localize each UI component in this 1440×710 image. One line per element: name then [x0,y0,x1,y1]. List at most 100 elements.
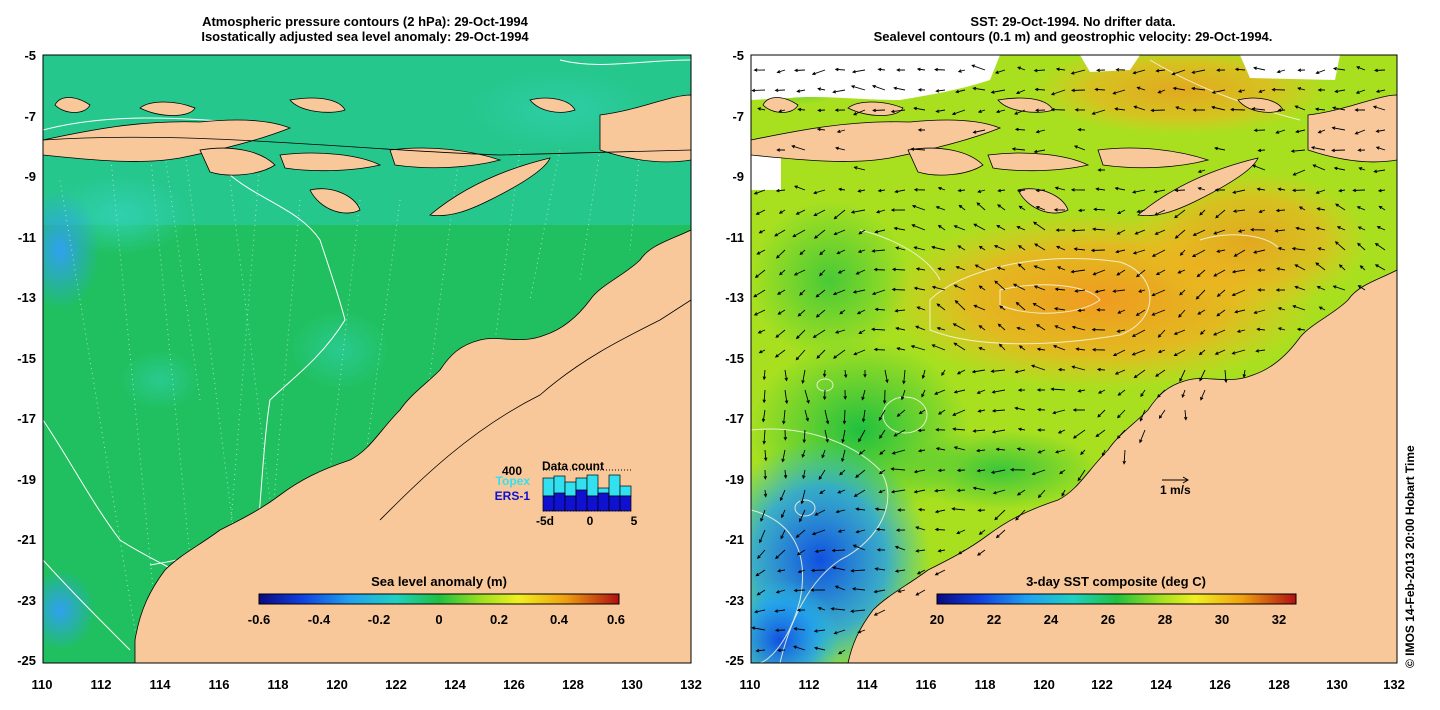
velocity-arrow [894,309,906,313]
velocity-arrow [1253,128,1266,133]
velocity-arrow [1332,106,1346,111]
velocity-arrows [751,64,1386,655]
velocity-arrow [755,209,766,215]
velocity-arrow [1015,509,1026,521]
velocity-arrow [757,549,766,559]
velocity-arrow [1296,327,1306,332]
left-land [43,94,691,663]
velocity-arrow [1197,309,1206,315]
velocity-arrow [793,588,806,593]
velocity-arrow [1234,309,1246,314]
velocity-arrow [1150,108,1166,113]
velocity-arrow [1078,208,1086,213]
velocity-arrow [1151,249,1166,257]
velocity-arrow [913,489,926,494]
velocity-arrow [937,224,946,231]
velocity-arrow [834,585,846,591]
right-x-tick: 116 [916,677,937,692]
sla-colorbar-tick: 0.6 [607,612,625,627]
velocity-arrow [972,486,986,491]
velocity-arrow [871,84,886,91]
velocity-arrow [1036,388,1046,392]
velocity-arrow [870,327,886,332]
velocity-arrow [978,529,986,535]
velocity-arrow [994,509,1006,521]
velocity-arrow [1375,89,1386,93]
velocity-arrow [810,568,826,573]
velocity-arrow [915,526,926,531]
velocity-arrow [758,349,766,354]
velocity-arrow [841,429,846,444]
velocity-arrow [775,628,786,633]
velocity-arrow [1071,325,1086,331]
sst-colorbar-tick: 20 [930,612,944,627]
velocity-arrow [1291,246,1306,251]
velocity-arrow [876,548,886,552]
velocity-arrow [958,549,966,555]
velocity-arrow [824,429,829,443]
velocity-arrow [850,209,866,214]
velocity-arrow [855,269,866,275]
velocity-arrow [951,507,966,511]
velocity-arrow [1316,207,1326,211]
velocity-arrow [775,549,786,560]
velocity-arrow [977,508,986,513]
velocity-arrow [990,369,1006,373]
velocity-arrow [1297,68,1306,72]
velocity-arrow [783,429,788,441]
velocity-arrow [1216,249,1226,253]
left-y-tick: -9 [24,169,36,184]
velocity-arrow [833,629,846,635]
velocity-arrow [1116,229,1126,235]
velocity-arrow [991,409,1006,413]
velocity-arrow [1116,329,1126,333]
velocity-arrow [1139,429,1146,444]
velocity-arrow [850,85,866,91]
left-x-tick: 120 [326,677,348,692]
velocity-arrow [1274,229,1286,233]
velocity-arrow [833,209,846,220]
velocity-arrow [1153,189,1166,194]
velocity-arrow [1053,307,1066,311]
velocity-arrow [1072,429,1086,439]
velocity-arrow [1017,66,1026,71]
velocity-arrow [1133,105,1146,111]
velocity-arrow [762,369,767,381]
velocity-arrow [913,187,926,192]
velocity-arrow [957,188,966,193]
velocity-arrow [1017,263,1026,271]
sla-colorbar: Sea level anomaly (m) -0.6 -0.4 -0.2 0 0… [248,574,625,627]
velocity-arrow [1251,107,1266,111]
velocity-arrow [1033,285,1046,291]
velocity-arrow [818,469,826,481]
velocity-arrow [913,246,926,251]
velocity-arrow [890,109,906,114]
velocity-arrow [853,166,866,171]
inset-series-topex: Topex [496,474,531,488]
velocity-arrow [1112,289,1126,293]
velocity-arrow [1292,169,1306,176]
velocity-arrow [910,345,926,351]
velocity-arrow [1358,167,1366,171]
velocity-arrow [896,409,906,417]
velocity-arrow [1294,105,1306,111]
velocity-arrow [998,343,1006,351]
velocity-arrow [775,249,786,259]
velocity-arrow [837,269,846,274]
velocity-arrow [1277,307,1286,311]
velocity-arrow [934,67,946,72]
inset-x-tick: 0 [587,514,594,528]
velocity-arrow [1183,409,1188,421]
velocity-arrow [1132,69,1146,75]
velocity-arrow [1055,228,1066,232]
velocity-arrow [991,429,1006,434]
velocity-arrow [1054,186,1066,191]
velocity-arrow [1032,221,1046,231]
left-map [43,55,691,663]
velocity-arrow [1074,289,1086,293]
velocity-arrow [832,289,846,296]
velocity-arrow [1096,367,1106,372]
velocity-arrow [1200,329,1206,335]
left-y-tick: -19 [17,472,36,487]
velocity-arrow [796,549,806,556]
